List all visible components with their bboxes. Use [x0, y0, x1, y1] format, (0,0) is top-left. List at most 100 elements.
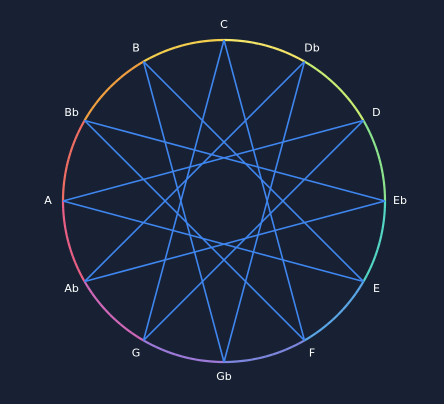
ring-segment: [125, 327, 133, 334]
ring-segment: [297, 57, 306, 63]
ring-segment: [265, 353, 273, 358]
ring-segment: [374, 145, 379, 153]
ring-segment: [326, 76, 334, 84]
ring-segment: [87, 108, 94, 116]
ring-segment: [65, 159, 70, 167]
ring-segment: [346, 96, 353, 104]
ring-segment: [272, 46, 280, 51]
ring-segment: [380, 228, 384, 237]
note-label-db: Db: [304, 42, 319, 55]
ring-segment: [365, 126, 371, 134]
ring-segment: [358, 113, 365, 122]
ring-segment: [114, 76, 122, 84]
ring-segment: [321, 323, 329, 330]
ring-segment: [291, 54, 299, 60]
ring-segment: [258, 355, 266, 360]
note-label-e: E: [373, 282, 380, 295]
ring-segment: [83, 113, 90, 122]
ring-segment: [114, 318, 122, 326]
note-label-b: B: [132, 42, 140, 55]
ring-segment: [382, 179, 386, 188]
ring-segment: [67, 152, 72, 160]
ring-segment: [371, 138, 377, 147]
ring-segment: [337, 309, 344, 316]
ring-segment: [64, 165, 68, 174]
ring-segment: [303, 335, 312, 342]
ring-segment: [74, 132, 80, 140]
ring-segment: [104, 86, 111, 93]
ring-segment: [65, 235, 70, 243]
ring-segment: [337, 86, 344, 93]
ring-segment: [63, 221, 67, 230]
note-label-bb: Bb: [64, 106, 79, 119]
ring-segment: [188, 357, 197, 361]
ring-segment: [109, 314, 116, 321]
ring-segment: [362, 119, 368, 128]
ring-segment: [285, 345, 293, 351]
star-edge-gb-b: [142, 61, 225, 363]
ring-segment: [376, 242, 381, 250]
ring-segment: [303, 60, 312, 67]
star-polygon: [62, 39, 386, 363]
ring-segment: [346, 298, 353, 306]
star-edge-b-e: [142, 61, 364, 283]
ring-segment: [62, 179, 66, 188]
ring-segment: [161, 348, 170, 354]
ring-segment: [182, 42, 190, 47]
ring-segment: [119, 72, 127, 79]
ring-segment: [315, 327, 323, 334]
ring-segment: [80, 119, 86, 128]
ring-segment: [77, 268, 83, 276]
note-label-a: A: [44, 194, 52, 207]
star-edge-c-f: [223, 39, 306, 341]
note-labels: C Db D Eb E F Gb G Ab A Bb B: [44, 18, 407, 383]
ring-segment: [95, 298, 102, 306]
ring-segment: [77, 126, 83, 134]
ring-segment: [67, 242, 72, 250]
ring-segment: [149, 54, 157, 60]
ring-segment: [378, 159, 383, 167]
ring-segment: [136, 335, 145, 342]
ring-segment: [99, 91, 107, 99]
note-label-f: F: [309, 346, 315, 359]
ring-segment: [109, 81, 116, 88]
ring-segment: [142, 339, 151, 345]
ring-segment: [131, 331, 139, 338]
ring-segment: [376, 152, 381, 160]
ring-segment: [315, 68, 323, 75]
ring-segment: [202, 39, 211, 43]
ring-segment: [168, 46, 176, 51]
ring-segment: [371, 255, 377, 264]
ring-segment: [62, 214, 66, 223]
ring-segment: [332, 314, 339, 321]
ring-segment: [381, 221, 385, 230]
ring-segment: [258, 42, 266, 47]
star-edge-bb-eb: [84, 119, 386, 202]
ring-segment: [237, 359, 246, 363]
ring-segment: [341, 91, 349, 99]
ring-segment: [358, 280, 365, 289]
ring-segment: [195, 40, 204, 44]
ring-segment: [368, 132, 374, 140]
ring-segment: [69, 249, 74, 257]
star-edge-eb-ab: [84, 200, 386, 283]
ring-segment: [272, 351, 280, 356]
ring-segment: [95, 96, 102, 104]
note-label-d: D: [372, 106, 380, 119]
ring-segment: [188, 41, 197, 45]
ring-segment: [155, 345, 163, 351]
ring-segment: [378, 235, 383, 243]
ring-segment: [350, 102, 357, 110]
star-edge-e-a: [62, 200, 364, 283]
ring-segment: [368, 262, 374, 270]
star-edge-ab-db: [84, 61, 306, 283]
ring-segment: [354, 108, 361, 116]
ring-segment: [119, 323, 127, 330]
ring-segment: [80, 274, 86, 283]
note-label-g: G: [132, 346, 141, 359]
ring-segment: [244, 40, 253, 44]
ring-segment: [161, 48, 170, 54]
ring-segment: [175, 353, 183, 358]
